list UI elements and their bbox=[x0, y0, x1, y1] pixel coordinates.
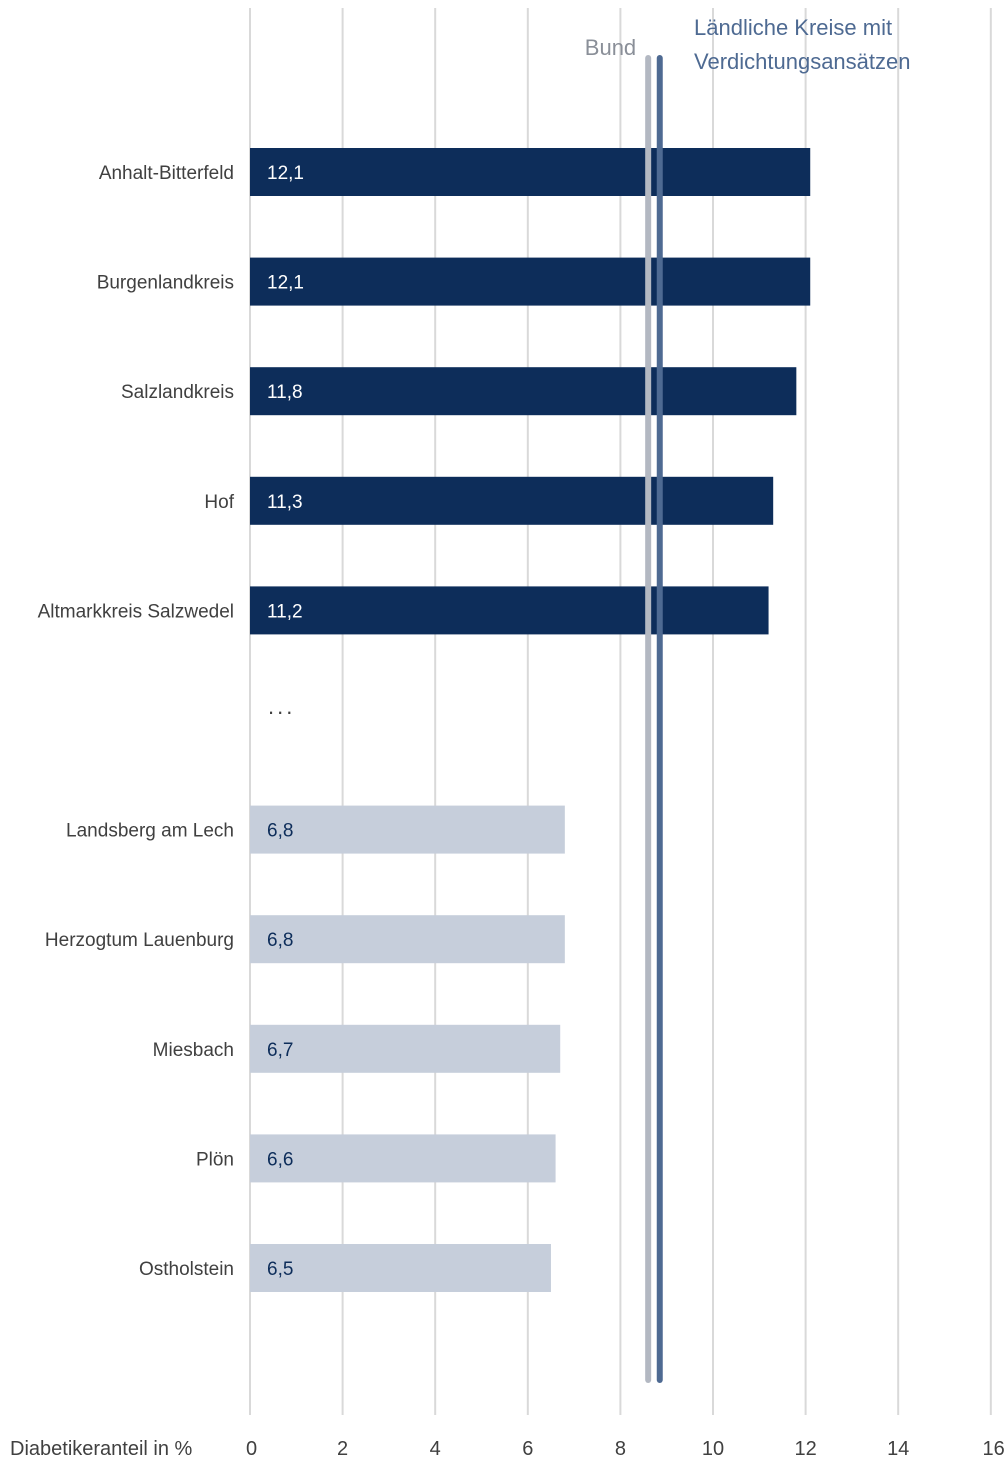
x-tick-label: 4 bbox=[430, 1438, 441, 1459]
bar-value-label: 11,3 bbox=[267, 492, 303, 513]
category-label: Plön bbox=[196, 1149, 234, 1170]
bar-miesbach bbox=[250, 1024, 561, 1073]
bars bbox=[250, 148, 811, 1292]
bar-value-label: 11,2 bbox=[267, 601, 303, 622]
bar-value-label: 11,8 bbox=[267, 382, 303, 403]
x-tick-label: 6 bbox=[522, 1438, 533, 1459]
bar-landsberg-am-lech bbox=[250, 805, 565, 854]
reference-label-laendliche-kreise: Verdichtungsansätzen bbox=[694, 49, 911, 74]
bar-salzlandkreis bbox=[250, 367, 797, 416]
bar-anhalt-bitterfeld bbox=[250, 148, 811, 196]
x-axis-title: Diabetikeranteil in % bbox=[10, 1438, 193, 1459]
reference-lines bbox=[645, 55, 663, 1383]
category-label: Hof bbox=[204, 492, 234, 513]
category-label: Anhalt-Bitterfeld bbox=[99, 163, 234, 184]
bar-value-label: 12,1 bbox=[267, 273, 304, 294]
x-tick-label: 12 bbox=[794, 1438, 816, 1459]
x-tick-label: 14 bbox=[887, 1438, 909, 1459]
bar-plön bbox=[250, 1134, 556, 1183]
x-tick-label: 8 bbox=[615, 1438, 626, 1459]
category-label: Landsberg am Lech bbox=[66, 821, 234, 842]
bar-value-label: 12,1 bbox=[267, 163, 304, 184]
gridlines bbox=[249, 8, 992, 1415]
labels: 0 2 4 6 8 10 12 14 16 Diabetikeranteil in % Anhalt… bbox=[10, 15, 1005, 1460]
bar-herzogtum-lauenburg bbox=[250, 915, 565, 964]
category-label: Ostholstein bbox=[139, 1259, 234, 1280]
ellipsis-label: ... bbox=[268, 694, 295, 719]
x-tick-label: 10 bbox=[702, 1438, 724, 1459]
category-label: Herzogtum Lauenburg bbox=[45, 930, 234, 951]
bar-value-label: 6,7 bbox=[267, 1040, 293, 1061]
bar-ostholstein bbox=[250, 1244, 551, 1292]
x-tick-label: 0 bbox=[246, 1438, 257, 1459]
bar-value-label: 6,6 bbox=[267, 1149, 293, 1170]
x-tick-label: 2 bbox=[337, 1438, 348, 1459]
reference-label-bund: Bund bbox=[585, 35, 636, 60]
category-label: Altmarkkreis Salzwedel bbox=[38, 601, 234, 622]
bar-burgenlandkreis bbox=[250, 257, 811, 306]
bar-altmarkkreis-salzwedel bbox=[250, 586, 769, 635]
bar-value-label: 6,8 bbox=[267, 821, 293, 842]
bar-hof bbox=[250, 476, 774, 525]
bar-value-label: 6,8 bbox=[267, 930, 293, 951]
reference-label-laendliche-kreise: Ländliche Kreise mit bbox=[694, 15, 892, 40]
category-label: Miesbach bbox=[153, 1040, 234, 1061]
category-label: Salzlandkreis bbox=[121, 382, 234, 403]
bar-value-label: 6,5 bbox=[267, 1259, 293, 1280]
x-tick-label: 16 bbox=[983, 1438, 1005, 1459]
category-label: Burgenlandkreis bbox=[97, 273, 234, 294]
